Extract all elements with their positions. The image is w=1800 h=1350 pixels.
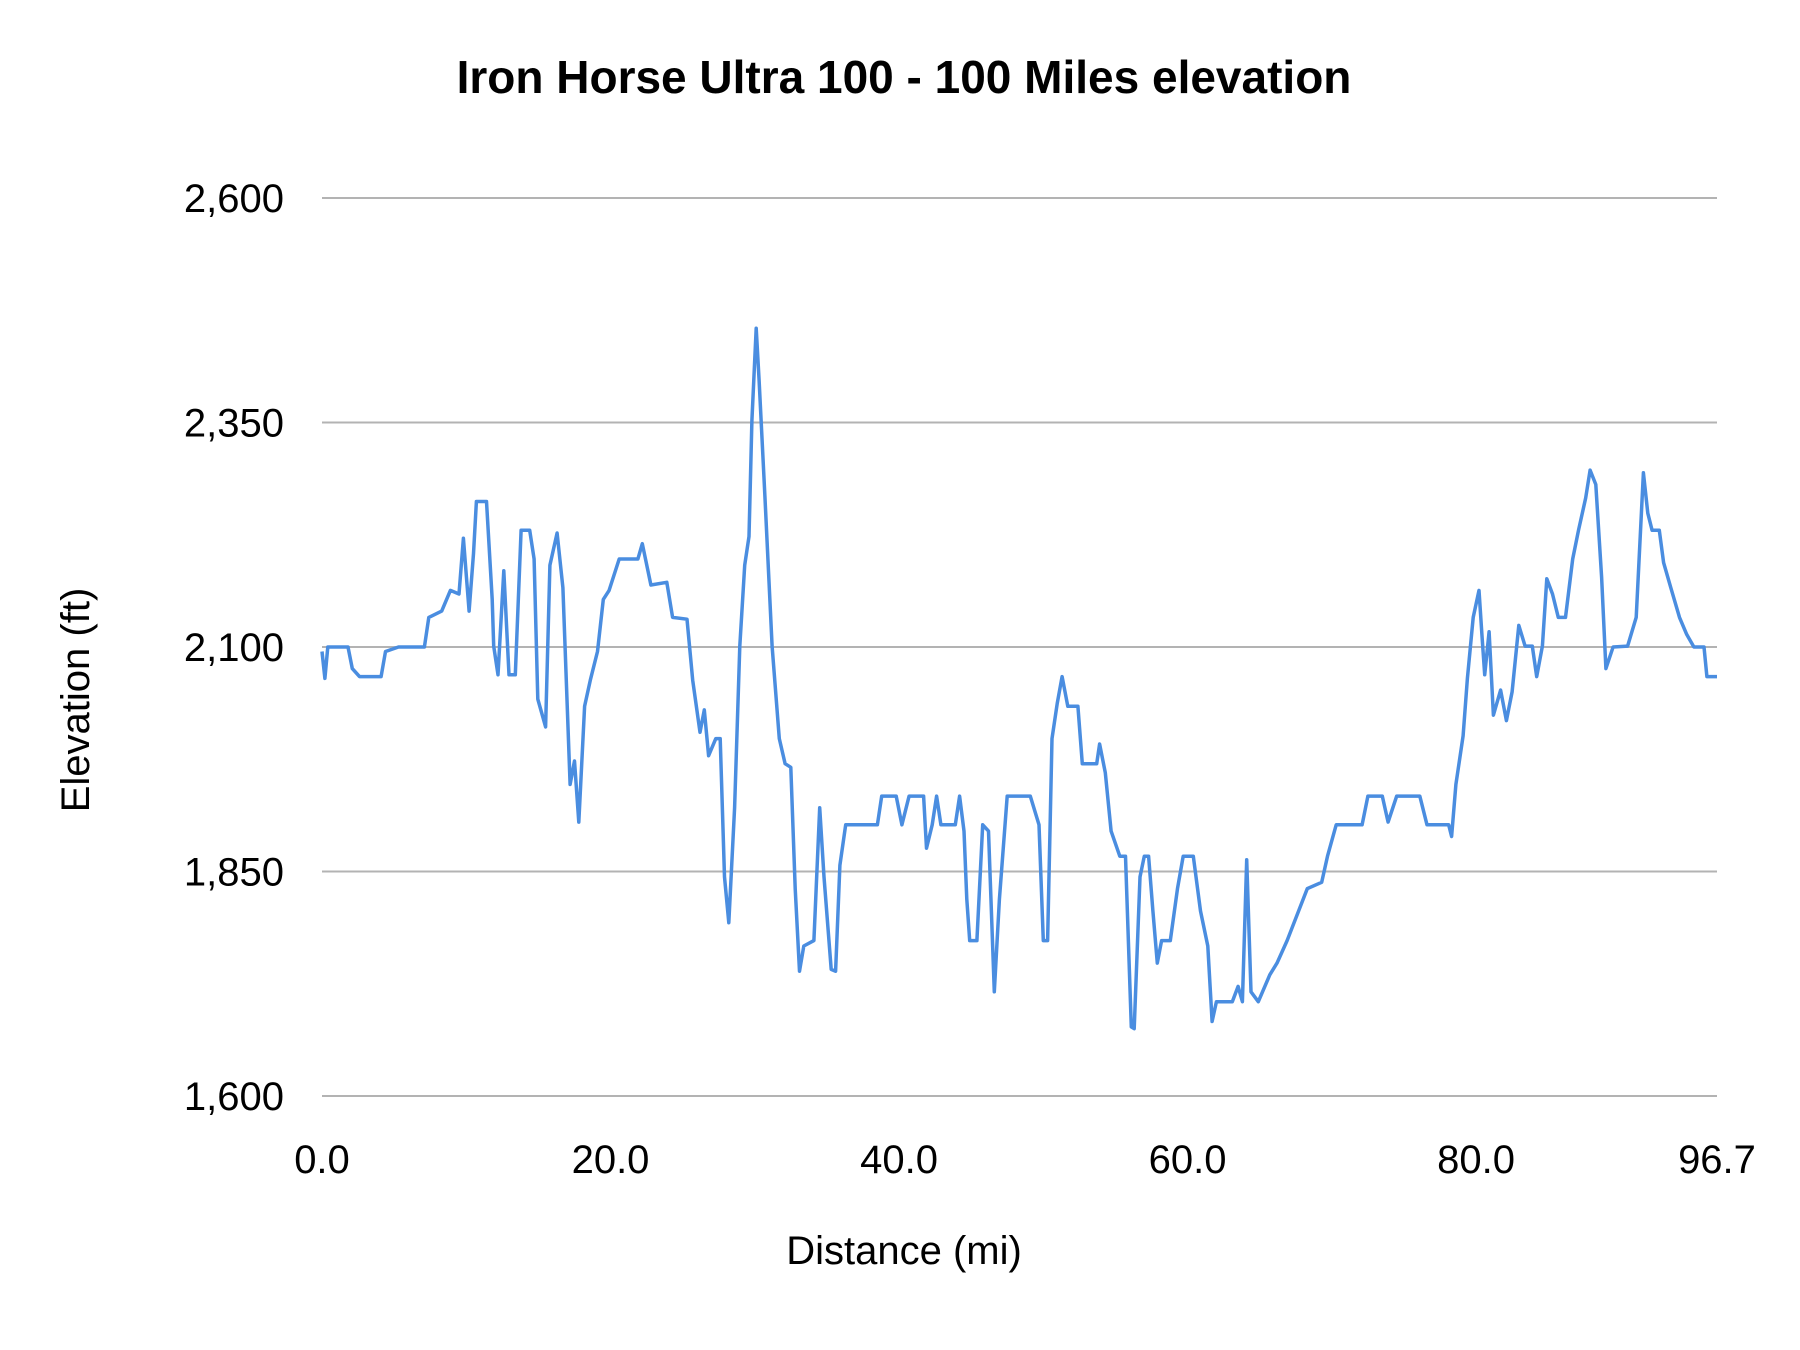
y-tick-label: 2,600 [184, 177, 284, 221]
gridlines [322, 197, 1717, 1097]
y-tick-label: 2,350 [184, 402, 284, 446]
elevation-line [320, 326, 1717, 1031]
x-tick-label: 0.0 [294, 1138, 350, 1182]
x-tick-label: 20.0 [572, 1138, 650, 1182]
y-tick-label: 2,100 [184, 626, 284, 670]
x-tick-label: 40.0 [860, 1138, 938, 1182]
y-tick-label: 1,600 [184, 1075, 284, 1119]
x-tick-label: 60.0 [1149, 1138, 1227, 1182]
y-tick-label: 1,850 [184, 851, 284, 895]
x-tick-label: 80.0 [1437, 1138, 1515, 1182]
y-axis-ticks: 2,600 2,350 2,100 1,850 1,600 [184, 177, 284, 1119]
x-axis-ticks: 0.0 20.0 40.0 60.0 80.0 96.7 [294, 1138, 1756, 1182]
x-tick-label: 96.7 [1678, 1138, 1756, 1182]
chart-title: Iron Horse Ultra 100 - 100 Miles elevati… [457, 51, 1352, 103]
y-axis-title: Elevation (ft) [54, 588, 98, 813]
x-axis-title: Distance (mi) [786, 1229, 1022, 1273]
